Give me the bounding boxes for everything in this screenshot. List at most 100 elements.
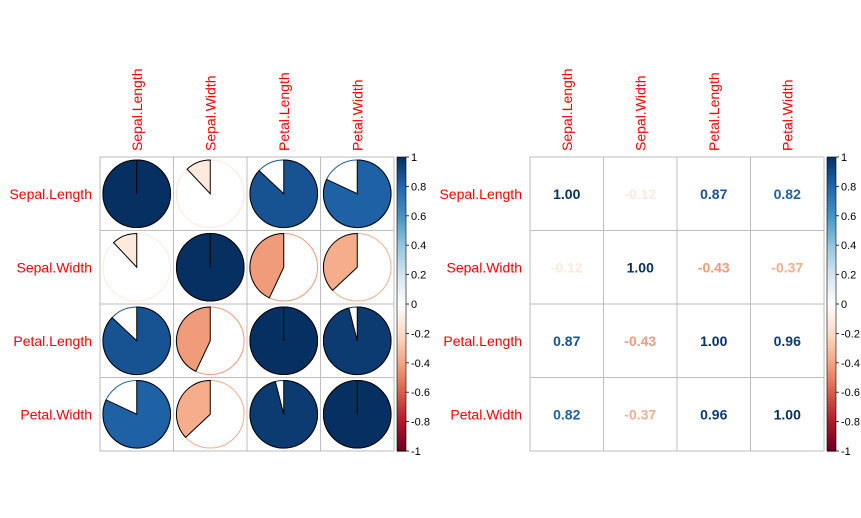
colorbar-swatch [827, 256, 836, 261]
colorbar-swatch [397, 292, 406, 296]
colorbar-swatch [827, 315, 836, 320]
colorbar-swatch [827, 209, 836, 214]
colorbar-swatch [397, 157, 406, 161]
colorbar-tick-label: 0.4 [841, 240, 856, 252]
colorbar-swatch [827, 233, 836, 237]
colorbar-swatch [397, 295, 406, 299]
pie-sepal-length-petal-width [322, 159, 392, 229]
colorbar-swatch [397, 230, 406, 235]
colorbar-swatch [397, 359, 406, 364]
colorbar-swatch [827, 383, 836, 387]
value-label-sepal-width-sepal-length: -0.12 [551, 259, 583, 275]
pie-matrix-cells [99, 156, 395, 452]
colorbar-swatch [397, 174, 406, 179]
colorbar-swatch [397, 427, 406, 432]
colorbar-swatch [827, 271, 836, 276]
colorbar-swatch [827, 386, 836, 390]
pie-wedge [322, 159, 392, 229]
colorbar-tick-label: 0.6 [411, 211, 426, 223]
colorbar-swatch [397, 439, 406, 443]
colorbar-swatch [397, 324, 406, 329]
colorbar-swatch [397, 389, 406, 393]
colorbar-swatch [827, 198, 836, 202]
pie-wedge [175, 306, 211, 373]
colorbar-swatch [397, 398, 406, 402]
colorbar-swatch [397, 312, 406, 317]
colorbar-swatch [397, 224, 406, 229]
colorbar-swatch [397, 353, 406, 358]
colorbar-swatch [397, 368, 406, 373]
colorbar-swatch [827, 395, 836, 399]
column-label-sepal-length: Sepal.Length [559, 68, 575, 151]
colorbar-swatch [827, 186, 836, 190]
colorbar-tick-label: 0.2 [841, 270, 856, 282]
colorbar-tick-label: 0.8 [841, 181, 856, 193]
colorbar-swatch [397, 268, 406, 273]
colorbar-swatch [827, 362, 836, 367]
pie-sepal-length-petal-length [249, 159, 319, 229]
colorbar-tick-label: 1 [841, 152, 847, 164]
colorbar-swatch [397, 298, 406, 302]
pie-wedge [102, 379, 172, 449]
row-label-petal-width: Petal.Width [450, 406, 522, 422]
colorbar-swatch [397, 348, 406, 352]
colorbar-swatch [397, 351, 406, 355]
colorbar-swatch [397, 165, 406, 170]
colorbar-swatch [827, 389, 836, 393]
colorbar-swatch [827, 424, 836, 429]
colorbar-swatch [827, 221, 836, 226]
pie-petal-length-sepal-length [102, 306, 172, 376]
colorbar-swatch [397, 301, 406, 305]
pie-wedge [249, 379, 319, 449]
value-label-petal-length-petal-length: 1.00 [700, 333, 727, 349]
colorbar-swatch [397, 177, 406, 182]
colorbar-tick-label: 0.4 [411, 240, 426, 252]
colorbar-swatch [397, 189, 406, 193]
colorbar-tick-label: 0.6 [841, 211, 856, 223]
colorbar-swatch [397, 233, 406, 237]
colorbar-tick-label: -1 [411, 446, 421, 458]
colorbar-swatch [827, 324, 836, 329]
colorbar-swatch [827, 204, 836, 208]
colorbar-swatch [397, 209, 406, 214]
colorbar-swatch [827, 430, 836, 434]
colorbar-swatch [827, 171, 836, 176]
pie-sepal-width-sepal-length [102, 232, 172, 302]
colorbar-swatch [397, 256, 406, 261]
colorbar-swatch [397, 356, 406, 361]
colorbar-swatch [827, 165, 836, 170]
colorbar-swatch [827, 177, 836, 182]
colorbar-swatch [397, 365, 406, 370]
colorbar-swatch [397, 259, 406, 264]
colorbar-swatch [827, 162, 836, 167]
colorbar-swatch [827, 371, 836, 376]
colorbar-swatch [827, 439, 836, 443]
colorbar-swatch [827, 339, 836, 343]
colorbar-swatch [827, 380, 836, 384]
colorbar-swatch [397, 206, 406, 211]
colorbar-swatch [827, 365, 836, 370]
colorbar-swatch [397, 227, 406, 232]
colorbar-swatch [827, 327, 836, 332]
colorbar-swatch [827, 318, 836, 323]
value-label-sepal-width-petal-width: -0.37 [771, 259, 803, 275]
colorbar-swatch [397, 403, 406, 408]
colorbar-swatch [397, 442, 406, 446]
row-label-petal-length: Petal.Length [443, 333, 522, 349]
pie-wedge [102, 306, 172, 376]
colorbar-swatch [397, 215, 406, 220]
colorbar-swatch [827, 351, 836, 355]
colorbar-swatch [397, 342, 406, 346]
colorbar-swatch [827, 442, 836, 446]
colorbar-swatch [397, 245, 406, 249]
colorbar-swatch [827, 286, 836, 290]
colorbar-tick-label: 0.8 [411, 181, 426, 193]
colorbar-swatch [397, 168, 406, 173]
value-label-petal-length-sepal-width: -0.43 [624, 333, 656, 349]
colorbar-swatch [397, 415, 406, 420]
pie-sepal-length-sepal-length [102, 159, 172, 229]
colorbar-swatch [397, 374, 406, 379]
colorbar-tick-label: 0.2 [411, 270, 426, 282]
colorbar-swatch [397, 395, 406, 399]
pie-petal-length-petal-width [322, 306, 392, 376]
